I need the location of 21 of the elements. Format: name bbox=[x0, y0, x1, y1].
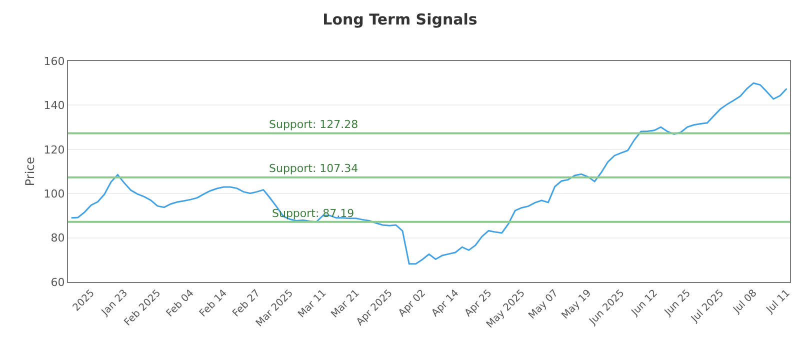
x-tick-label: Feb 04 bbox=[164, 288, 196, 320]
x-tick-label: Jul 08 bbox=[730, 288, 760, 316]
x-tick-label: Jun 25 bbox=[662, 288, 693, 319]
ref-line-label: Support: 127.28 bbox=[269, 118, 358, 131]
x-tick-label: Feb 14 bbox=[198, 288, 230, 320]
line-series bbox=[70, 82, 788, 265]
x-tick-label: Jan 23 bbox=[99, 288, 130, 319]
y-tick-label: 120 bbox=[44, 143, 65, 156]
y-tick-label: 80 bbox=[50, 232, 65, 245]
x-tick-label: Mar 11 bbox=[296, 288, 329, 320]
y-tick-label: 100 bbox=[44, 187, 65, 200]
y-axis-title: Price bbox=[23, 156, 37, 186]
x-tick-label: Jun 12 bbox=[629, 288, 660, 319]
chart-title: Long Term Signals bbox=[322, 10, 478, 28]
x-tick-label: Jul 11 bbox=[764, 288, 792, 316]
x-tick-label: Apr 02 bbox=[396, 288, 428, 320]
ref-line-label: Support: 107.34 bbox=[269, 162, 358, 175]
y-tick-label: 140 bbox=[44, 99, 65, 112]
y-tick-label: 60 bbox=[50, 276, 65, 289]
x-tick-label: Apr 14 bbox=[430, 288, 462, 320]
y-tick-label: 160 bbox=[44, 54, 65, 68]
